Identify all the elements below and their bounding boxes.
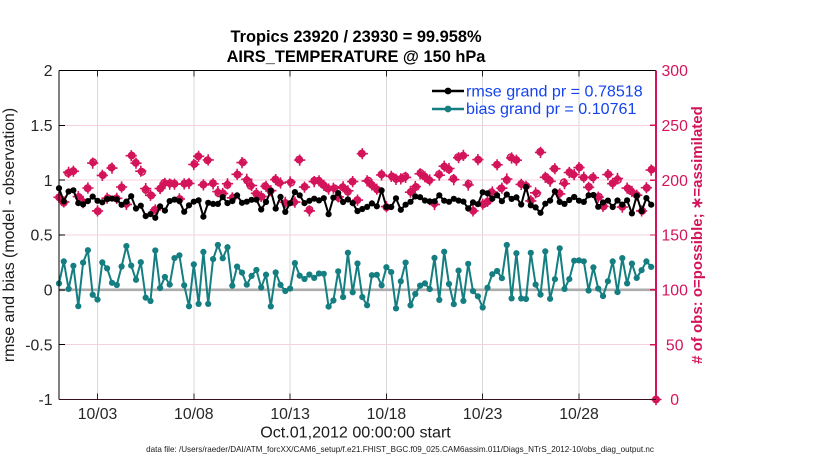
svg-text:10/13: 10/13 [270, 406, 310, 423]
svg-text:0.5: 0.5 [31, 228, 53, 245]
svg-text:200: 200 [662, 173, 689, 190]
svg-text:rmse grand pr = 0.78518: rmse grand pr = 0.78518 [466, 83, 643, 101]
svg-text:Oct.01,2012 00:00:00 start: Oct.01,2012 00:00:00 start [260, 424, 451, 442]
svg-text:1: 1 [44, 173, 53, 190]
svg-text:10/23: 10/23 [463, 406, 503, 423]
svg-text:AIRS_TEMPERATURE @ 150 hPa: AIRS_TEMPERATURE @ 150 hPa [227, 48, 487, 66]
svg-text:100: 100 [662, 283, 689, 300]
svg-text:-1: -1 [38, 392, 52, 409]
svg-text:bias grand pr = 0.10761: bias grand pr = 0.10761 [466, 100, 637, 118]
svg-text:10/08: 10/08 [174, 406, 214, 423]
svg-text:300: 300 [662, 63, 689, 80]
svg-text:150: 150 [662, 228, 689, 245]
svg-text:50: 50 [666, 337, 684, 354]
svg-text:0: 0 [670, 392, 679, 409]
svg-text:10/18: 10/18 [367, 406, 407, 423]
svg-text:1.5: 1.5 [31, 118, 53, 135]
svg-text:rmse and bias (model - observa: rmse and bias (model - observation) [1, 108, 18, 362]
svg-text:-0.5: -0.5 [25, 337, 52, 354]
svg-text:0: 0 [44, 283, 53, 300]
svg-text:250: 250 [662, 118, 689, 135]
svg-text:# of obs: o=possible; ∗=assimi: # of obs: o=possible; ∗=assimilated [689, 106, 706, 364]
svg-text:10/28: 10/28 [559, 406, 599, 423]
svg-text:Tropics 23920 / 23930 = 99.958: Tropics 23920 / 23930 = 99.958% [230, 28, 481, 46]
svg-text:data file: /Users/raeder/DAI/A: data file: /Users/raeder/DAI/ATM_forcXX/… [146, 445, 654, 454]
svg-text:10/03: 10/03 [78, 406, 118, 423]
svg-text:2: 2 [44, 63, 53, 80]
